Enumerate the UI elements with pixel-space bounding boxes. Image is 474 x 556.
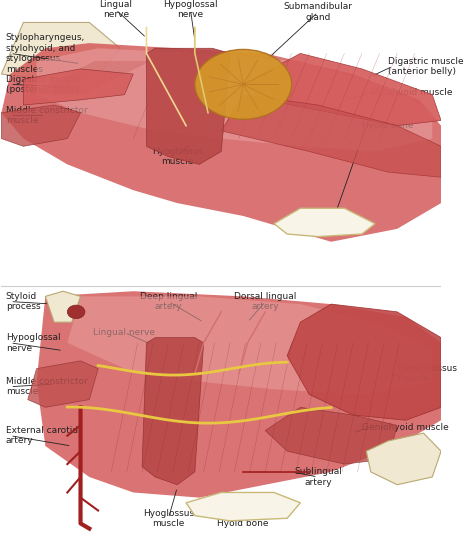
- Text: Digastric muscle
(posterior belly): Digastric muscle (posterior belly): [6, 75, 82, 94]
- Text: External carotid
artery: External carotid artery: [6, 426, 78, 445]
- Text: Digastric muscle
(anterior belly): Digastric muscle (anterior belly): [388, 57, 464, 76]
- Polygon shape: [28, 361, 98, 408]
- Polygon shape: [243, 53, 441, 126]
- Text: Middle constrictor
muscle: Middle constrictor muscle: [6, 377, 88, 396]
- Text: Geniohyoid muscle: Geniohyoid muscle: [362, 424, 449, 433]
- Polygon shape: [146, 48, 230, 165]
- Polygon shape: [142, 337, 204, 485]
- Polygon shape: [186, 493, 301, 521]
- Text: Hyoid bone: Hyoid bone: [218, 519, 269, 528]
- Text: Sublingual
artery: Sublingual artery: [294, 467, 342, 486]
- Text: Genioglossus
muscle: Genioglossus muscle: [397, 364, 457, 384]
- Text: Hyoglossus
muscle: Hyoglossus muscle: [143, 509, 194, 528]
- Text: Submandibular
gland: Submandibular gland: [283, 2, 353, 22]
- Polygon shape: [274, 208, 375, 237]
- Polygon shape: [23, 69, 133, 105]
- Ellipse shape: [195, 49, 292, 120]
- Text: Mylohyoid muscle: Mylohyoid muscle: [371, 88, 452, 97]
- Polygon shape: [366, 433, 441, 485]
- Polygon shape: [1, 22, 120, 79]
- Polygon shape: [36, 48, 432, 151]
- Polygon shape: [67, 296, 432, 394]
- Polygon shape: [36, 291, 441, 498]
- Ellipse shape: [67, 305, 85, 319]
- Text: Hyoid bone: Hyoid bone: [362, 121, 413, 130]
- Polygon shape: [1, 43, 441, 242]
- Polygon shape: [221, 95, 441, 177]
- Text: Stylopharyngeus,
stylohyoid, and
styloglossus
muscles: Stylopharyngeus, stylohyoid, and stylogl…: [6, 33, 85, 73]
- Text: Middle constrictor
muscle: Middle constrictor muscle: [6, 106, 88, 125]
- Text: Hyoglossus
muscle: Hyoglossus muscle: [152, 147, 203, 166]
- Text: Styloid
process: Styloid process: [6, 292, 40, 311]
- Polygon shape: [265, 408, 397, 464]
- Polygon shape: [287, 304, 441, 420]
- Polygon shape: [46, 291, 81, 322]
- Text: Deep lingual
artery: Deep lingual artery: [140, 292, 197, 311]
- Text: Dorsal lingual
artery: Dorsal lingual artery: [234, 292, 296, 311]
- Text: Lingual nerve: Lingual nerve: [93, 328, 155, 337]
- Text: Hypoglossal
nerve: Hypoglossal nerve: [163, 0, 218, 19]
- Polygon shape: [1, 105, 81, 146]
- Text: Hypoglossal
nerve: Hypoglossal nerve: [6, 333, 60, 353]
- Text: Lingual
nerve: Lingual nerve: [99, 0, 132, 19]
